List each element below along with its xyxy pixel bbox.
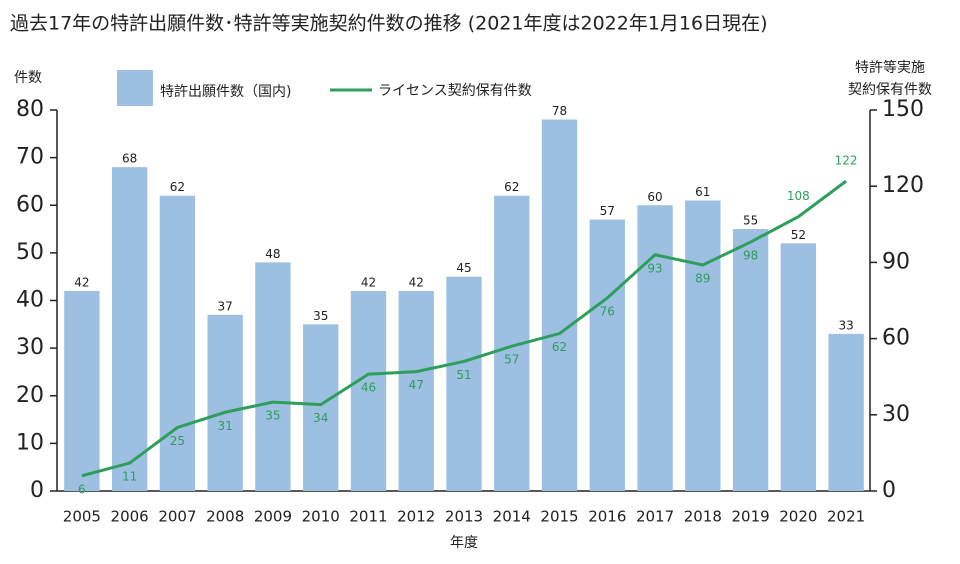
legend-swatch xyxy=(117,70,153,106)
bar-value-label: 57 xyxy=(600,204,615,218)
y2-tick-label: 0 xyxy=(882,478,896,503)
bar-value-label: 52 xyxy=(791,228,806,242)
bar xyxy=(780,243,817,491)
x-axis-title: 年度 xyxy=(450,535,478,551)
x-tick-label: 2005 xyxy=(63,508,101,526)
bar-value-label: 61 xyxy=(695,185,710,199)
line-value-label: 98 xyxy=(743,249,758,263)
bar xyxy=(541,119,578,492)
x-tick-label: 2007 xyxy=(158,508,196,526)
bar xyxy=(398,290,434,491)
bar xyxy=(446,276,482,491)
bar xyxy=(207,314,243,491)
x-tick-label: 2010 xyxy=(302,508,340,526)
line-value-label: 6 xyxy=(78,482,86,496)
x-tick-label: 2013 xyxy=(445,508,483,526)
bar-value-label: 42 xyxy=(409,275,424,289)
bar xyxy=(637,205,673,491)
bar-value-label: 33 xyxy=(838,318,853,332)
y2-tick-label: 90 xyxy=(882,249,910,274)
bar-value-label: 35 xyxy=(313,309,328,323)
line-value-label: 46 xyxy=(361,381,376,395)
bar-value-label: 62 xyxy=(504,180,519,194)
bar-value-label: 42 xyxy=(74,275,89,289)
bar-value-label: 55 xyxy=(743,214,758,228)
x-tick-label: 2008 xyxy=(206,508,244,526)
x-tick-label: 2014 xyxy=(493,508,531,526)
bar xyxy=(255,262,291,491)
y2-axis-title: 特許等実施 xyxy=(855,59,925,76)
x-tick-label: 2012 xyxy=(397,508,435,526)
y-tick-label: 20 xyxy=(16,383,44,408)
legend-label: 特許出願件数（国内) xyxy=(160,84,291,100)
x-tick-label: 2015 xyxy=(540,508,578,526)
bar xyxy=(732,229,769,491)
y-tick-label: 50 xyxy=(16,240,44,265)
y-axis-title: 件数 xyxy=(14,70,42,86)
line-value-label: 62 xyxy=(552,340,567,354)
line-value-label: 57 xyxy=(504,353,519,367)
y2-tick-label: 60 xyxy=(882,326,910,351)
line-value-label: 31 xyxy=(218,419,233,433)
bar xyxy=(303,324,339,491)
x-tick-label: 2016 xyxy=(588,508,626,526)
y-tick-label: 80 xyxy=(16,97,44,122)
bar-value-label: 68 xyxy=(122,152,137,166)
y-tick-label: 70 xyxy=(16,145,44,170)
bar-value-label: 45 xyxy=(456,261,471,275)
y2-axis-title: 契約保有件数 xyxy=(848,82,932,98)
bar-value-label: 78 xyxy=(552,104,567,118)
bar-value-label: 62 xyxy=(170,180,185,194)
line-value-label: 76 xyxy=(600,304,615,318)
bar xyxy=(64,290,100,491)
line-value-label: 11 xyxy=(122,470,137,484)
y2-tick-label: 30 xyxy=(882,402,910,427)
x-tick-label: 2018 xyxy=(684,508,722,526)
y-tick-label: 0 xyxy=(30,478,44,503)
x-tick-label: 2006 xyxy=(111,508,149,526)
line-value-label: 35 xyxy=(265,409,280,423)
line-value-label: 25 xyxy=(170,434,185,448)
line-value-label: 108 xyxy=(787,189,810,203)
bar xyxy=(111,167,148,491)
y-tick-label: 60 xyxy=(16,192,44,217)
legend-label: ライセンス契約保有件数 xyxy=(378,83,532,99)
line-value-label: 122 xyxy=(835,154,858,168)
bar-value-label: 60 xyxy=(647,190,662,204)
line-value-label: 34 xyxy=(313,411,328,425)
bar-value-label: 42 xyxy=(361,275,376,289)
line-value-label: 93 xyxy=(647,261,662,275)
bar xyxy=(589,219,625,491)
chart-title: 過去17年の特許出願件数･特許等実施契約件数の推移 (2021年度は2022年1… xyxy=(10,13,768,35)
bar xyxy=(828,333,864,491)
bar-value-label: 48 xyxy=(265,247,280,261)
x-tick-label: 2020 xyxy=(779,508,817,526)
bar-value-label: 37 xyxy=(218,299,233,313)
line xyxy=(81,179,848,478)
x-tick-label: 2021 xyxy=(827,508,865,526)
bar xyxy=(350,290,387,491)
x-tick-label: 2017 xyxy=(636,508,674,526)
line-value-label: 51 xyxy=(456,368,471,382)
x-tick-label: 2019 xyxy=(731,508,769,526)
line-value-label: 89 xyxy=(695,271,710,285)
y-tick-label: 10 xyxy=(16,430,44,455)
x-tick-label: 2011 xyxy=(349,508,387,526)
y2-tick-label: 120 xyxy=(882,173,924,198)
bar xyxy=(685,200,721,492)
x-tick-label: 2009 xyxy=(254,508,292,526)
line-value-label: 47 xyxy=(409,378,424,392)
bar xyxy=(159,195,196,491)
y-tick-label: 30 xyxy=(16,335,44,360)
y2-tick-label: 150 xyxy=(882,97,924,122)
y-tick-label: 40 xyxy=(16,288,44,313)
